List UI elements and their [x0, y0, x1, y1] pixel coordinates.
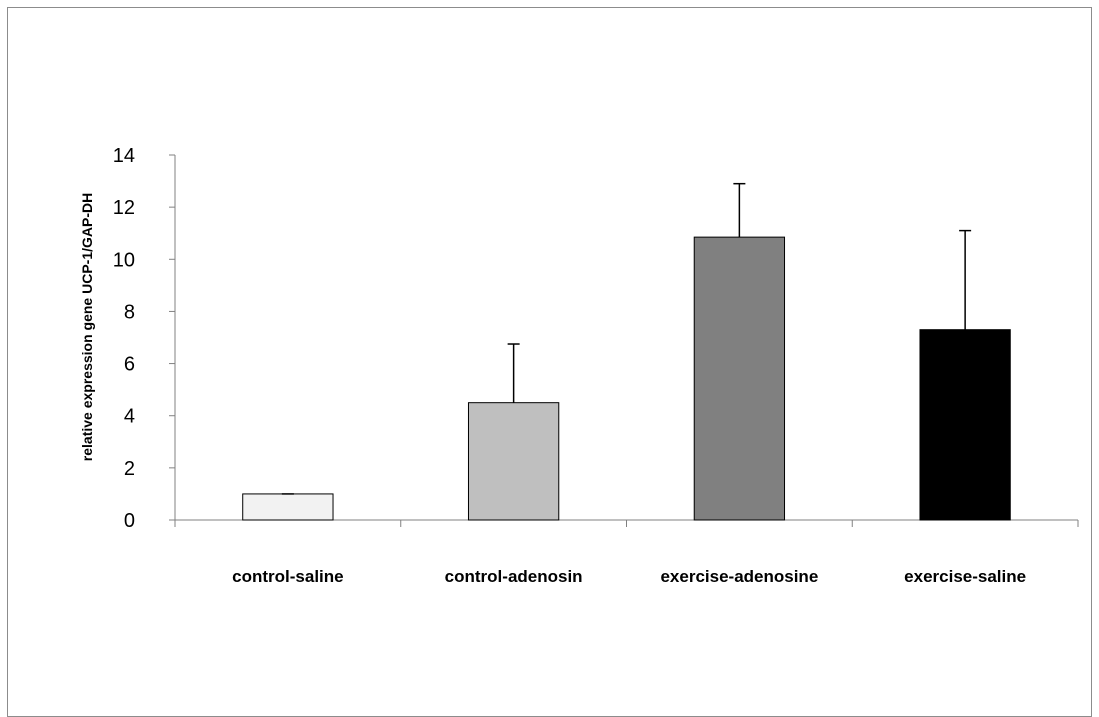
y-tick-label: 14: [113, 145, 135, 167]
y-tick-label: 0: [124, 510, 135, 532]
bar-exercise-saline: [919, 329, 1011, 521]
y-axis-title: relative expression gene UCP-1/GAP-DH: [79, 193, 95, 461]
bars-group: [242, 236, 1011, 521]
bar-control-adenosin: [467, 402, 560, 521]
category-label: control-saline: [232, 567, 343, 586]
category-label: exercise-adenosine: [660, 567, 818, 586]
y-axis: 0 2 4 6 8 10 12 14: [113, 145, 176, 532]
x-axis: [174, 519, 1079, 527]
y-tick-label: 2: [124, 458, 135, 480]
y-tick-label: 8: [124, 301, 135, 323]
y-tick-label: 6: [124, 354, 135, 376]
category-label: control-adenosin: [445, 567, 583, 586]
y-tick-label: 10: [113, 249, 135, 271]
category-label: exercise-saline: [904, 567, 1026, 586]
bar-control-saline: [242, 493, 334, 521]
y-tick-label: 4: [124, 406, 135, 428]
error-bars-group: [281, 182, 972, 495]
y-tick-label: 12: [113, 197, 135, 219]
category-labels: control-saline control-adenosin exercise-a…: [232, 567, 1026, 586]
chart-frame: [7, 7, 1092, 717]
bar-exercise-adenosine: [693, 236, 786, 521]
